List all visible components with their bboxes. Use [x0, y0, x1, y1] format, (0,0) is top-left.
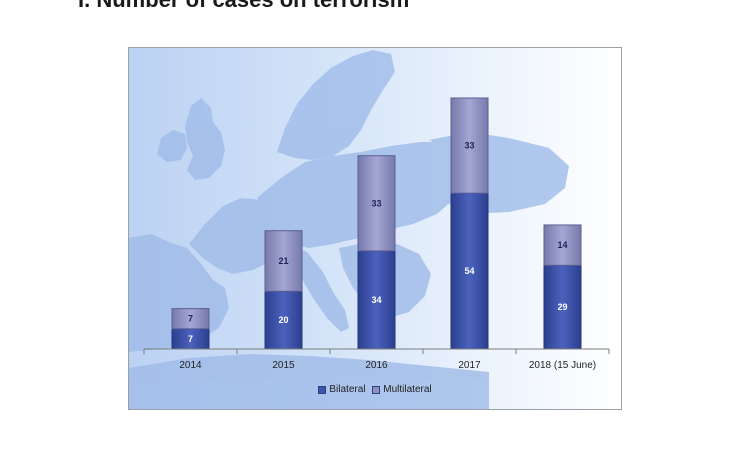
- scandinavia-shape: [277, 50, 395, 160]
- chart-legend: Bilateral Multilateral: [129, 384, 621, 397]
- x-tick-label-2014: 2014: [179, 360, 202, 371]
- north-africa-shape: [129, 354, 489, 409]
- bar-value-label-multilateral-2016: 33: [371, 198, 381, 208]
- bar-value-label-multilateral-2014: 7: [188, 314, 193, 324]
- bar-multilateral-2016: [357, 155, 396, 252]
- bar-value-label-bilateral-2017: 54: [464, 266, 474, 276]
- bar-value-label-multilateral-2017: 33: [464, 141, 474, 151]
- italy-shape: [289, 244, 349, 332]
- ireland-shape: [157, 130, 187, 162]
- bar-multilateral-2018-15-june: [543, 224, 582, 266]
- bar-value-label-bilateral-2016: 34: [371, 295, 381, 305]
- legend-label-bilateral: Bilateral: [329, 384, 366, 395]
- british-isles-shape: [185, 98, 225, 180]
- legend-label-multilateral: Multilateral: [383, 384, 432, 395]
- legend-swatch-multilateral: [372, 385, 381, 394]
- x-tick-label-2017: 2017: [458, 360, 481, 371]
- bar-value-label-multilateral-2018-15-june: 14: [557, 240, 567, 250]
- chart-heading: I. Number of cases on terrorism: [78, 0, 409, 13]
- x-tick-label-2015: 2015: [272, 360, 295, 371]
- bar-value-label-multilateral-2015: 21: [278, 256, 288, 266]
- legend-swatch-bilateral: [318, 385, 327, 394]
- x-tick-label-2018-15-june: 2018 (15 June): [529, 360, 596, 371]
- bar-multilateral-2017: [450, 97, 489, 194]
- x-axis: 2014 2015 2016 2017 2018 (15 June): [143, 348, 610, 371]
- legend-item-multilateral: Multilateral: [372, 384, 432, 395]
- france-shape: [189, 198, 287, 274]
- bar-bilateral-2017: [450, 192, 489, 350]
- bar-value-label-bilateral-2014: 7: [188, 334, 193, 344]
- bar-multilateral-2014: [171, 308, 210, 330]
- x-tick-label-2016: 2016: [365, 360, 388, 371]
- stacked-bar-chart: 7 7 20 21 34 33 54 33 29 14 2014 2015 2016 2017 2018 …: [129, 50, 610, 409]
- bar-marks: 7 7 20 21 34 33 54 33 29 14: [171, 97, 582, 350]
- bar-value-label-bilateral-2018-15-june: 29: [557, 302, 567, 312]
- europe-map-background: [129, 50, 569, 409]
- bar-bilateral-2018-15-june: [543, 264, 582, 350]
- bar-value-label-bilateral-2015: 20: [278, 315, 288, 325]
- legend-item-bilateral: Bilateral: [318, 384, 366, 395]
- bar-multilateral-2015: [264, 230, 303, 292]
- chart-panel: 7 7 20 21 34 33 54 33 29 14 2014 2015 2016 2017 2018 …: [128, 47, 622, 410]
